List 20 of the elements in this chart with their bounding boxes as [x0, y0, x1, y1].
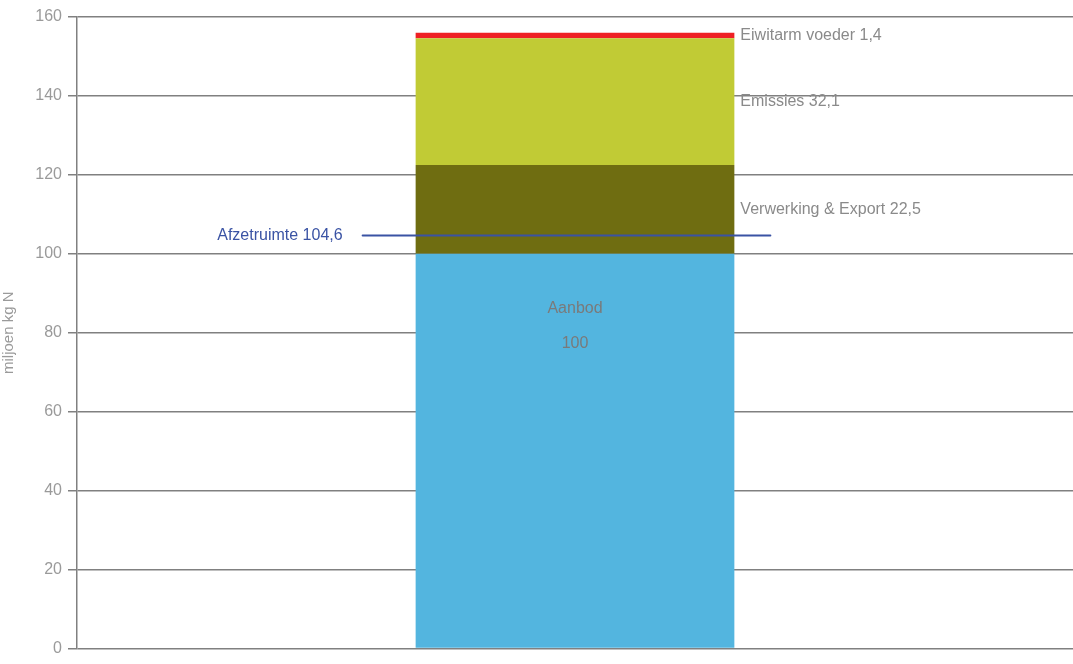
y-tick-label: 140: [35, 86, 63, 104]
bar: [415, 253, 735, 648]
bar: [415, 38, 735, 165]
y-tick-label: 80: [44, 323, 63, 341]
data-label: 100: [561, 334, 589, 352]
y-tick-label: 160: [35, 7, 63, 25]
y-tick-label: 60: [44, 402, 63, 420]
text: Emissies 32,1: [740, 92, 840, 110]
bar: [415, 32, 735, 39]
bar: [415, 164, 735, 254]
y-tick-label: 20: [44, 559, 63, 577]
y-tick-label: 120: [35, 165, 63, 183]
text: Verwerking & Export 22,5: [740, 199, 921, 217]
text: Eiwitarm voeder 1,4: [740, 25, 882, 43]
y-tick-label: 0: [53, 638, 63, 656]
y-tick-label: 40: [44, 480, 63, 498]
ref-line-label: Afzetruimte 104,6: [217, 226, 343, 244]
y-tick-label: 100: [35, 244, 63, 262]
y-axis-title: miljoen kg N: [0, 291, 17, 374]
series-label: Aanbod: [547, 299, 603, 317]
